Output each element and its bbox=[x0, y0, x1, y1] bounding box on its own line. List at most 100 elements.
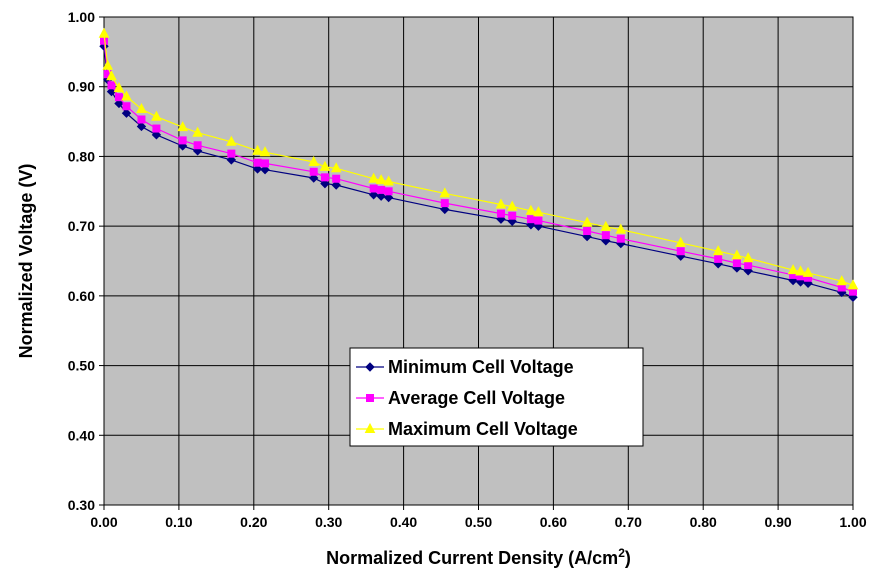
data-point bbox=[193, 141, 202, 150]
data-point bbox=[152, 124, 161, 133]
data-point bbox=[137, 115, 146, 124]
data-point bbox=[332, 174, 341, 183]
x-tick-label: 0.90 bbox=[764, 514, 791, 530]
data-point bbox=[177, 121, 188, 132]
data-point bbox=[383, 192, 394, 203]
x-axis-title-text: Normalized Current Density (A/cm bbox=[326, 548, 618, 568]
data-point bbox=[376, 191, 386, 201]
data-point bbox=[107, 81, 116, 90]
data-point bbox=[836, 275, 848, 286]
x-tick-label: 0.60 bbox=[540, 514, 567, 530]
data-point bbox=[102, 59, 114, 70]
x-tick-label: 0.80 bbox=[690, 514, 717, 530]
data-point bbox=[114, 98, 124, 109]
data-point bbox=[506, 200, 518, 211]
legend: Minimum Cell Voltage Average Cell Voltage… bbox=[349, 347, 644, 447]
data-point bbox=[368, 172, 379, 183]
data-point bbox=[192, 126, 203, 137]
x-tick-label: 0.30 bbox=[315, 514, 342, 530]
data-point bbox=[795, 265, 806, 276]
data-point bbox=[440, 204, 450, 215]
data-point bbox=[712, 245, 724, 256]
x-axis-title: Normalized Current Density (A/cm2) bbox=[326, 546, 631, 568]
data-point bbox=[377, 185, 386, 194]
data-point bbox=[675, 236, 687, 247]
data-point bbox=[615, 223, 627, 234]
data-point bbox=[731, 249, 743, 260]
data-point bbox=[136, 121, 147, 132]
data-point bbox=[581, 216, 593, 227]
data-point bbox=[113, 82, 125, 93]
series-layer bbox=[98, 27, 859, 302]
y-axis-title: Normalized Voltage (V) bbox=[16, 164, 36, 359]
data-point bbox=[122, 102, 131, 111]
y-tick-label: 0.30 bbox=[68, 497, 95, 513]
y-axis: 0.30 0.40 0.50 0.60 0.70 0.80 0.90 1.00 bbox=[68, 9, 104, 513]
data-point bbox=[226, 155, 237, 165]
data-point bbox=[260, 164, 270, 175]
data-point bbox=[601, 231, 610, 240]
data-point bbox=[252, 144, 263, 155]
y-tick-label: 0.40 bbox=[68, 427, 95, 443]
data-point bbox=[732, 259, 741, 268]
data-point bbox=[319, 160, 331, 171]
data-point bbox=[330, 162, 342, 173]
data-point bbox=[320, 173, 329, 182]
x-tick-label: 0.10 bbox=[165, 514, 192, 530]
data-point bbox=[369, 184, 378, 193]
data-point bbox=[253, 158, 262, 167]
y-tick-label: 0.50 bbox=[68, 358, 95, 374]
legend-item: Average Cell Voltage bbox=[356, 388, 565, 408]
legend-label: Maximum Cell Voltage bbox=[388, 419, 578, 439]
series-average-cell-voltage bbox=[100, 36, 857, 296]
data-point bbox=[583, 227, 592, 236]
x-axis: 0.00 0.10 0.20 0.30 0.40 0.50 0.60 0.70 0.80 0.90… bbox=[90, 505, 867, 530]
data-point bbox=[121, 90, 132, 101]
x-tick-label: 0.70 bbox=[615, 514, 642, 530]
data-point bbox=[151, 130, 162, 140]
data-point bbox=[787, 263, 799, 275]
x-tick-label: 0.40 bbox=[390, 514, 417, 530]
y-tick-label: 0.80 bbox=[68, 148, 95, 164]
data-point bbox=[114, 93, 123, 102]
data-point bbox=[383, 175, 394, 186]
data-point bbox=[259, 146, 271, 157]
data-point bbox=[261, 159, 270, 168]
data-point bbox=[136, 102, 147, 114]
legend-box bbox=[349, 347, 644, 447]
data-point bbox=[600, 220, 612, 231]
legend-label: Average Cell Voltage bbox=[388, 388, 565, 408]
x-tick-label: 0.20 bbox=[240, 514, 267, 530]
data-point bbox=[439, 187, 451, 198]
data-point bbox=[368, 190, 379, 200]
data-point bbox=[508, 211, 517, 220]
legend-label: Minimum Cell Voltage bbox=[388, 357, 574, 377]
data-point bbox=[525, 204, 537, 215]
legend-item: Maximum Cell Voltage bbox=[356, 419, 578, 439]
data-point bbox=[676, 247, 685, 256]
y-tick-label: 0.90 bbox=[68, 79, 95, 95]
data-point bbox=[121, 108, 132, 118]
y-tick-label: 0.70 bbox=[68, 218, 95, 234]
data-point bbox=[309, 173, 319, 183]
data-point bbox=[320, 178, 330, 189]
y-tick-label: 1.00 bbox=[68, 9, 95, 25]
data-point bbox=[375, 174, 387, 185]
data-point bbox=[495, 198, 507, 209]
legend-marker bbox=[366, 394, 374, 402]
data-point bbox=[178, 136, 187, 145]
data-point bbox=[714, 254, 723, 263]
data-point bbox=[440, 199, 449, 208]
data-point bbox=[106, 70, 117, 81]
x-axis-title-superscript: 2 bbox=[618, 546, 625, 560]
data-point bbox=[533, 206, 544, 217]
data-point bbox=[309, 167, 318, 176]
data-point bbox=[331, 180, 341, 190]
y-tick-label: 0.60 bbox=[68, 288, 95, 304]
data-point bbox=[744, 261, 753, 270]
data-point bbox=[308, 155, 320, 167]
x-axis-title-end: ) bbox=[625, 548, 631, 568]
data-point bbox=[252, 164, 263, 174]
data-point bbox=[616, 234, 625, 243]
